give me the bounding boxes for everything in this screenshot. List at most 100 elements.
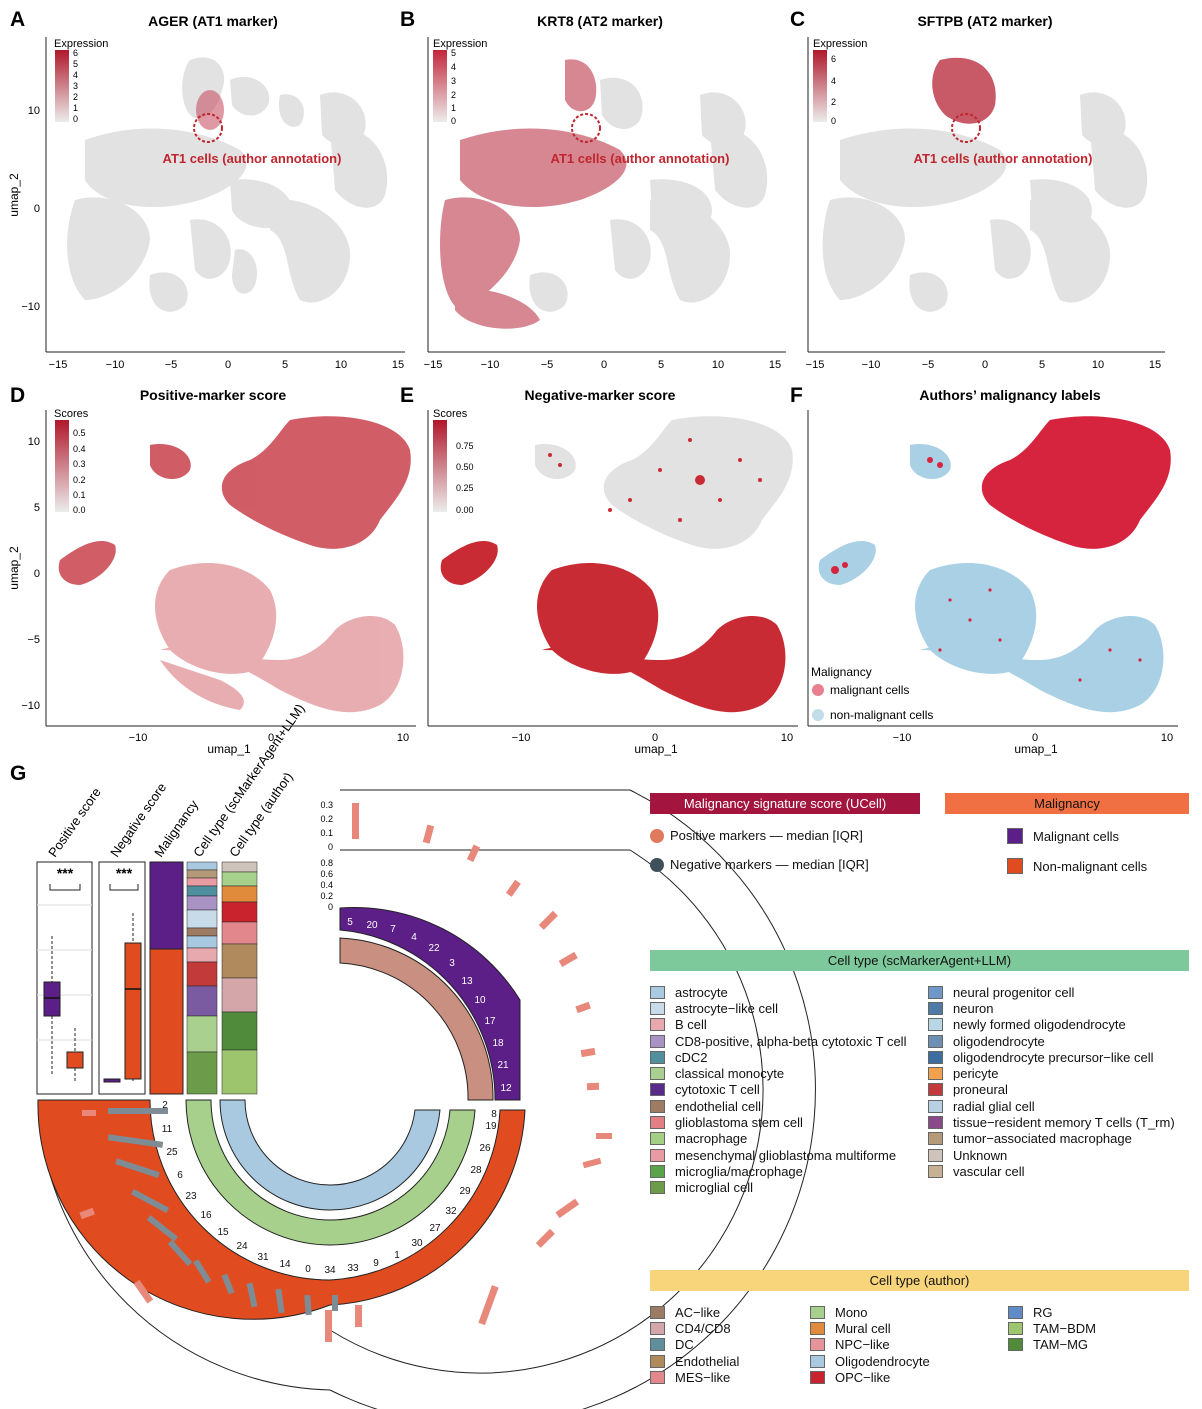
- at1-circle: [951, 113, 981, 143]
- svg-text:0.1: 0.1: [320, 828, 333, 838]
- sig-bracket: [109, 884, 139, 891]
- svg-text:7: 7: [390, 924, 396, 935]
- legend-label: microglia/macrophage: [675, 1163, 803, 1179]
- legend-swatch: [650, 1050, 665, 1064]
- svg-text:0: 0: [831, 116, 836, 126]
- svg-text:3: 3: [73, 81, 78, 91]
- svg-text:29: 29: [459, 1186, 471, 1197]
- legend-title: Expression: [433, 38, 487, 50]
- svg-text:25: 25: [166, 1147, 178, 1158]
- svg-text:6: 6: [177, 1170, 183, 1181]
- legend-swatch: [650, 1099, 665, 1113]
- legend-label: cytotoxic T cell: [675, 1082, 760, 1098]
- y-ticks: 10 0 −10: [21, 105, 40, 313]
- legend-item: Endothelial: [650, 1353, 810, 1369]
- legend-title: Expression: [54, 38, 108, 50]
- legend-item: DC: [650, 1337, 810, 1353]
- svg-text:1: 1: [394, 1250, 400, 1261]
- legend-item: cytotoxic T cell: [650, 1082, 928, 1098]
- middle-ring: [329, 849, 764, 1374]
- svg-text:0.2: 0.2: [320, 891, 333, 901]
- negative-dot-icon: [650, 857, 664, 872]
- panel-letter: D: [10, 384, 25, 407]
- positive-score-marks: [79, 803, 612, 1342]
- legend-label: oligodendrocyte precursor−like cell: [953, 1049, 1154, 1065]
- legend-item: OPC−like: [810, 1369, 1008, 1385]
- svg-text:0.00: 0.00: [456, 505, 474, 515]
- panel-d: D Positive-marker score Scores 0.5 0.4 0…: [7, 384, 416, 756]
- svg-text:4: 4: [831, 76, 836, 86]
- svg-text:0.0: 0.0: [73, 505, 86, 515]
- svg-text:12: 12: [500, 1083, 512, 1094]
- legend-label: tumor−associated macrophage: [953, 1131, 1132, 1147]
- svg-text:10: 10: [1161, 732, 1173, 744]
- significance: ***: [116, 865, 133, 881]
- legend-label: neural progenitor cell: [953, 984, 1075, 1000]
- legend-swatch: [1008, 1305, 1023, 1319]
- legend-label: cDC2: [675, 1049, 708, 1065]
- legend-label: radial glial cell: [953, 1098, 1035, 1114]
- legend-label: newly formed oligodendrocyte: [953, 1017, 1126, 1033]
- legend-ticks: 6 4 2 0: [831, 54, 836, 126]
- legend-swatch: [650, 1305, 665, 1319]
- annotation: AT1 cells (author annotation): [163, 151, 342, 166]
- author-legend: Cell type (author) AC−like CD4/CD8 DC Endot…: [650, 1270, 1189, 1385]
- legend-dot-malignant: [812, 684, 824, 696]
- column-label: Cell type (author): [226, 769, 295, 859]
- celltype-header: Cell type (scMarkerAgent+LLM): [650, 950, 1189, 971]
- panel-g: G Positive score Negative score Malignan…: [10, 701, 816, 1409]
- legend-item: CD4/CD8: [650, 1320, 810, 1336]
- annotation: AT1 cells (author annotation): [914, 151, 1093, 166]
- legend-swatch: [650, 1083, 665, 1097]
- legend-swatch: [810, 1370, 825, 1384]
- x-ticks: −15 −10 −5 0 5 10 15: [424, 359, 781, 371]
- svg-text:0.75: 0.75: [456, 441, 474, 451]
- svg-text:9: 9: [373, 1258, 379, 1269]
- legend-item: radial glial cell: [928, 1098, 1189, 1114]
- legend-item: tumor−associated macrophage: [928, 1131, 1189, 1147]
- nonmalignant-cluster-labels: 2 11 25 6 23 16 15 24 31 14 0 34 33 9 1 …: [162, 1100, 497, 1276]
- celltype-bar: [186, 861, 218, 1095]
- legend-swatch: [928, 1132, 943, 1146]
- svg-text:10: 10: [397, 732, 409, 744]
- legend-item: AC−like: [650, 1304, 810, 1320]
- legend-item: neural progenitor cell: [928, 984, 1189, 1000]
- legend-label: proneural: [953, 1082, 1008, 1098]
- svg-text:22: 22: [428, 943, 440, 954]
- legend-label: astrocyte−like cell: [675, 1000, 778, 1016]
- panel-title: AGER (AT1 marker): [148, 13, 278, 29]
- legend-label: mesenchymal glioblastoma multiforme: [675, 1147, 897, 1163]
- x-axis-label: umap_1: [634, 742, 678, 756]
- svg-text:0: 0: [305, 1264, 311, 1275]
- panel-letter: E: [400, 384, 414, 407]
- panel-c: C SFTPB (AT2 marker) AT1 cells (author a…: [790, 8, 1165, 371]
- legend-item: B cell: [650, 1017, 928, 1033]
- ucell-legend: Malignancy signature score (UCell) Posit…: [650, 793, 920, 872]
- expr-cloud: [440, 59, 627, 329]
- svg-text:0: 0: [34, 568, 40, 580]
- malig-item-label: Malignant cells: [1033, 828, 1119, 844]
- legend-swatch: [810, 1338, 825, 1352]
- box-malignant: [103, 1078, 121, 1083]
- svg-text:24: 24: [236, 1241, 248, 1252]
- legend-label: astrocyte: [675, 984, 728, 1000]
- malig-item: Malignant cells: [1007, 828, 1189, 844]
- legend-swatch: [810, 1354, 825, 1368]
- svg-text:−5: −5: [165, 359, 178, 371]
- legend-label: neuron: [953, 1000, 994, 1016]
- legend-label: TAM−MG: [1033, 1337, 1089, 1353]
- panel-letter: C: [790, 8, 805, 31]
- legend-item: microglial cell: [650, 1180, 928, 1196]
- svg-text:3: 3: [449, 958, 455, 969]
- svg-text:−10: −10: [106, 359, 125, 371]
- malignant-swatch: [1007, 828, 1023, 844]
- x-ticks: −10 0 10: [512, 732, 793, 744]
- author-col: Mono Mural cell NPC−like Oligodendrocyte OPC…: [810, 1304, 1008, 1385]
- legend-swatch: [650, 1354, 665, 1368]
- legend-item: microglia/macrophage: [650, 1163, 928, 1179]
- legend-item: TAM−BDM: [1008, 1320, 1189, 1336]
- svg-text:0.25: 0.25: [456, 483, 474, 493]
- svg-text:0: 0: [328, 842, 333, 852]
- legend-item: Oligodendrocyte: [810, 1353, 1008, 1369]
- color-bar: [433, 420, 447, 512]
